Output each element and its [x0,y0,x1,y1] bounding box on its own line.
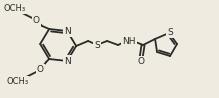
Text: NH: NH [122,36,136,45]
Text: OCH₃: OCH₃ [6,78,28,87]
Text: O: O [33,15,40,24]
Text: N: N [64,26,71,35]
Text: N: N [64,57,71,65]
Text: S: S [167,28,173,36]
Text: OCH₃: OCH₃ [3,4,25,13]
Text: O: O [138,58,145,67]
Text: S: S [94,40,100,49]
Text: O: O [37,65,44,74]
